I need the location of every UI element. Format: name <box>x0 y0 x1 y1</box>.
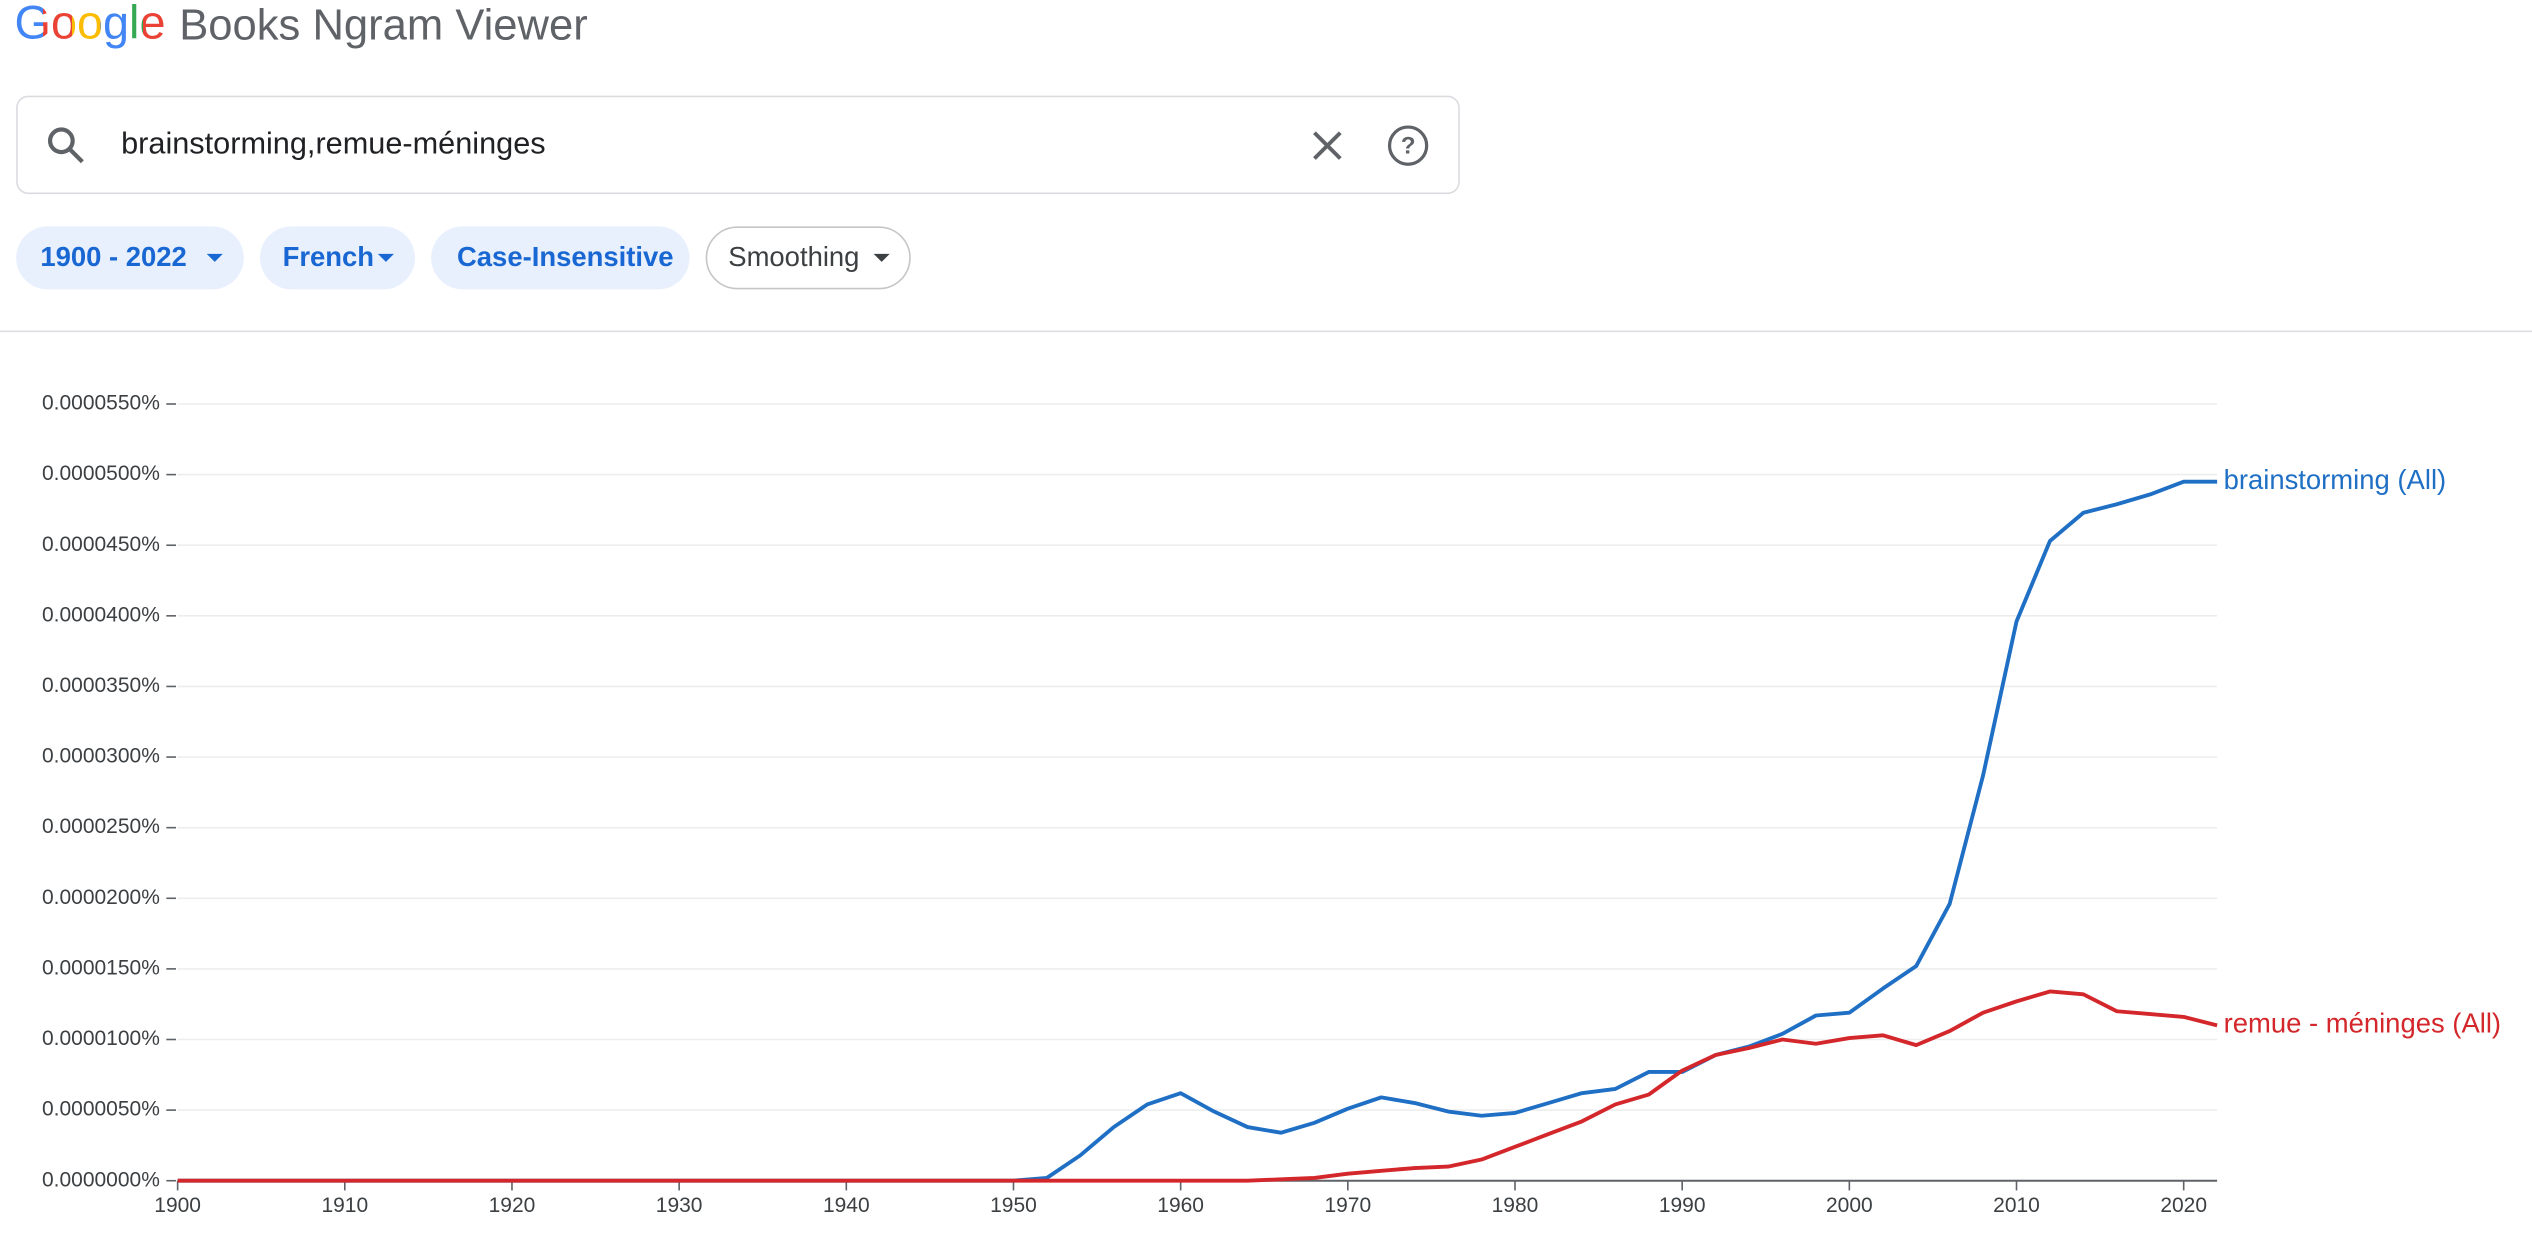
x-tick-label: 1930 <box>656 1194 703 1217</box>
chip-label: French <box>283 241 374 272</box>
x-tick-label: 2010 <box>1993 1194 2040 1217</box>
y-tick-label: 0.0000100% <box>42 1027 160 1050</box>
x-tick-label: 1910 <box>321 1194 368 1217</box>
x-tick-label: 1940 <box>823 1194 870 1217</box>
chip[interactable]: Case-Insensitive <box>431 226 690 290</box>
y-tick-label: 0.0000000% <box>42 1168 160 1191</box>
y-tick-label: 0.0000450% <box>42 533 160 556</box>
series-label: brainstorming (All) <box>2224 464 2447 495</box>
logo: Google <box>15 0 166 49</box>
series-label: remue - méninges (All) <box>2224 1008 2502 1039</box>
chip[interactable]: Smoothing <box>705 226 911 290</box>
x-tick-label: 2020 <box>2160 1194 2207 1217</box>
y-tick-label: 0.0000500% <box>42 462 160 485</box>
line-series <box>177 989 2218 1183</box>
x-tick-label: 1990 <box>1659 1194 1706 1217</box>
chip-label: Smoothing <box>728 241 859 272</box>
search-icon <box>47 127 84 164</box>
x-tick-label: 1960 <box>1157 1194 1204 1217</box>
y-tick-label: 0.0000250% <box>42 815 160 838</box>
y-tick-label: 0.0000050% <box>42 1098 160 1121</box>
y-tick-label: 0.0000150% <box>42 956 160 979</box>
svg-text:?: ? <box>1401 133 1416 160</box>
x-tick-label: 1900 <box>154 1194 201 1217</box>
x-tick-label: 1980 <box>1492 1194 1539 1217</box>
app-title: Books Ngram Viewer <box>179 1 588 49</box>
chip-label: Case-Insensitive <box>457 241 674 272</box>
y-tick-label: 0.0000200% <box>42 886 160 909</box>
x-tick-label: 1970 <box>1324 1194 1371 1217</box>
chip[interactable]: French <box>259 226 416 290</box>
y-tick-label: 0.0000400% <box>42 603 160 626</box>
line-series <box>177 479 2218 1183</box>
x-tick-label: 1920 <box>489 1194 536 1217</box>
chip[interactable]: 1900 - 2022 <box>16 226 244 290</box>
x-tick-label: 2000 <box>1826 1194 1873 1217</box>
search-box[interactable] <box>16 95 1460 195</box>
clear-button[interactable] <box>1313 131 1342 160</box>
y-tick-label: 0.0000550% <box>42 392 160 415</box>
help-button[interactable]: ? <box>1387 125 1429 166</box>
chip-label: 1900 - 2022 <box>40 241 186 272</box>
y-tick-label: 0.0000350% <box>42 674 160 697</box>
y-tick-label: 0.0000300% <box>42 745 160 768</box>
x-tick-label: 1950 <box>990 1194 1037 1217</box>
chart: 0.0000000% 0.0000050% 0.0000100% 0.0000150%… <box>42 392 2501 1218</box>
search-query[interactable]: brainstorming,remue-méninges <box>121 126 545 161</box>
